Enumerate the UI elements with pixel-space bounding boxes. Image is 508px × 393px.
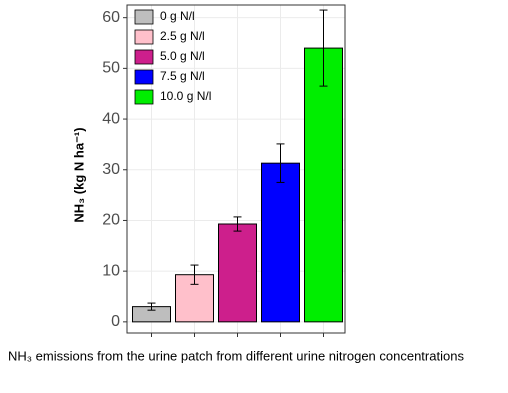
y-tick-label: 20 xyxy=(102,212,120,229)
legend-label: 0 g N/l xyxy=(160,9,195,23)
bar xyxy=(304,47,343,323)
caption: NH₃ emissions from the urine patch from … xyxy=(8,348,464,363)
legend-label: 7.5 g N/l xyxy=(160,69,205,83)
plot-border xyxy=(126,4,346,334)
legend-swatch xyxy=(134,9,154,25)
legend-swatch xyxy=(134,89,154,105)
legend-label: 2.5 g N/l xyxy=(160,29,205,43)
y-tick-label: 30 xyxy=(102,161,120,178)
legend-swatch xyxy=(134,49,154,65)
legend-swatch xyxy=(134,69,154,85)
bar xyxy=(261,162,300,323)
y-tick-label: 10 xyxy=(102,262,120,279)
bar xyxy=(175,274,214,323)
y-tick-label: 0 xyxy=(111,313,120,330)
bar xyxy=(218,223,257,323)
y-tick-label: 40 xyxy=(102,110,120,127)
legend-label: 10.0 g N/l xyxy=(160,89,211,103)
legend-label: 5.0 g N/l xyxy=(160,49,205,63)
y-tick-label: 60 xyxy=(102,9,120,26)
y-axis-label: NH₃ (kg N ha⁻¹) xyxy=(71,127,86,222)
y-tick-label: 50 xyxy=(102,60,120,77)
legend-swatch xyxy=(134,29,154,45)
